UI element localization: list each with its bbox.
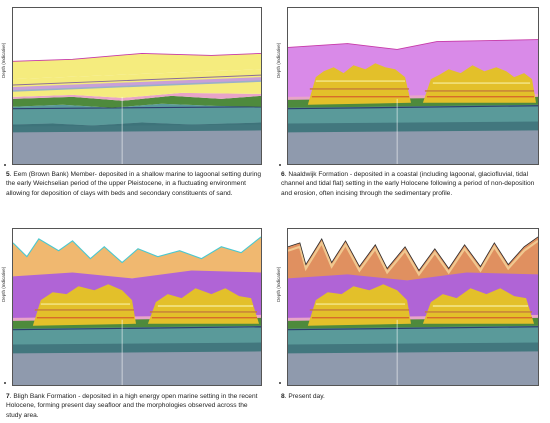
panel-7: Depth (Indicative) 7. Bligh Bank Formati… xyxy=(0,212,275,423)
panel-7-profile xyxy=(12,228,262,386)
panel-5-caption: 5. Eem (Brown Bank) Member- deposited in… xyxy=(6,170,264,198)
panel-5: Depth (Indicative) 5. Eem (Brown Bank) M… xyxy=(0,0,275,212)
panel-8-profile xyxy=(287,228,539,386)
panel-8-text: . Present day. xyxy=(284,393,325,400)
panel-6-profile-svg xyxy=(288,39,538,164)
panel-5-profile-svg xyxy=(13,52,261,164)
panel-5-depth-tick xyxy=(4,164,6,166)
panel-8-caption: 8. Present day. xyxy=(281,392,543,401)
panel-8-depth-tick xyxy=(279,382,281,384)
panel-8-axis-label: Depth (Indicative) xyxy=(276,266,281,302)
panel-8-number: 8 xyxy=(281,393,285,400)
panel-6-number: 6 xyxy=(281,171,285,178)
panel-6-caption: 6. Naaldwijk Formation - deposited in a … xyxy=(281,170,543,198)
panel-7-axis-label: Depth (Indicative) xyxy=(1,266,6,302)
panel-6-text: . Naaldwijk Formation - deposited in a c… xyxy=(281,171,535,197)
panel-5-axis-label: Depth (Indicative) xyxy=(1,42,6,78)
panel-7-profile-svg xyxy=(13,236,261,385)
panel-8-profile-svg xyxy=(288,236,538,385)
panel-6: Depth (Indicative) 6. Naaldwijk Formatio… xyxy=(275,0,550,212)
panel-6-axis-label: Depth (Indicative) xyxy=(276,42,281,78)
panel-6-depth-tick xyxy=(279,164,281,166)
panel-5-text: . Eem (Brown Bank) Member- deposited in … xyxy=(6,171,262,197)
panel-7-caption: 7. Bligh Bank Formation - deposited in a… xyxy=(6,392,264,420)
panel-6-profile xyxy=(287,7,539,165)
panel-7-text: . Bligh Bank Formation - deposited in a … xyxy=(6,393,258,419)
panel-7-depth-tick xyxy=(4,382,6,384)
panel-5-profile xyxy=(12,7,262,165)
panel-7-number: 7 xyxy=(6,393,10,400)
panel-5-number: 5 xyxy=(6,171,10,178)
panel-8: Depth (Indicative) 8. Present day. xyxy=(275,212,550,423)
